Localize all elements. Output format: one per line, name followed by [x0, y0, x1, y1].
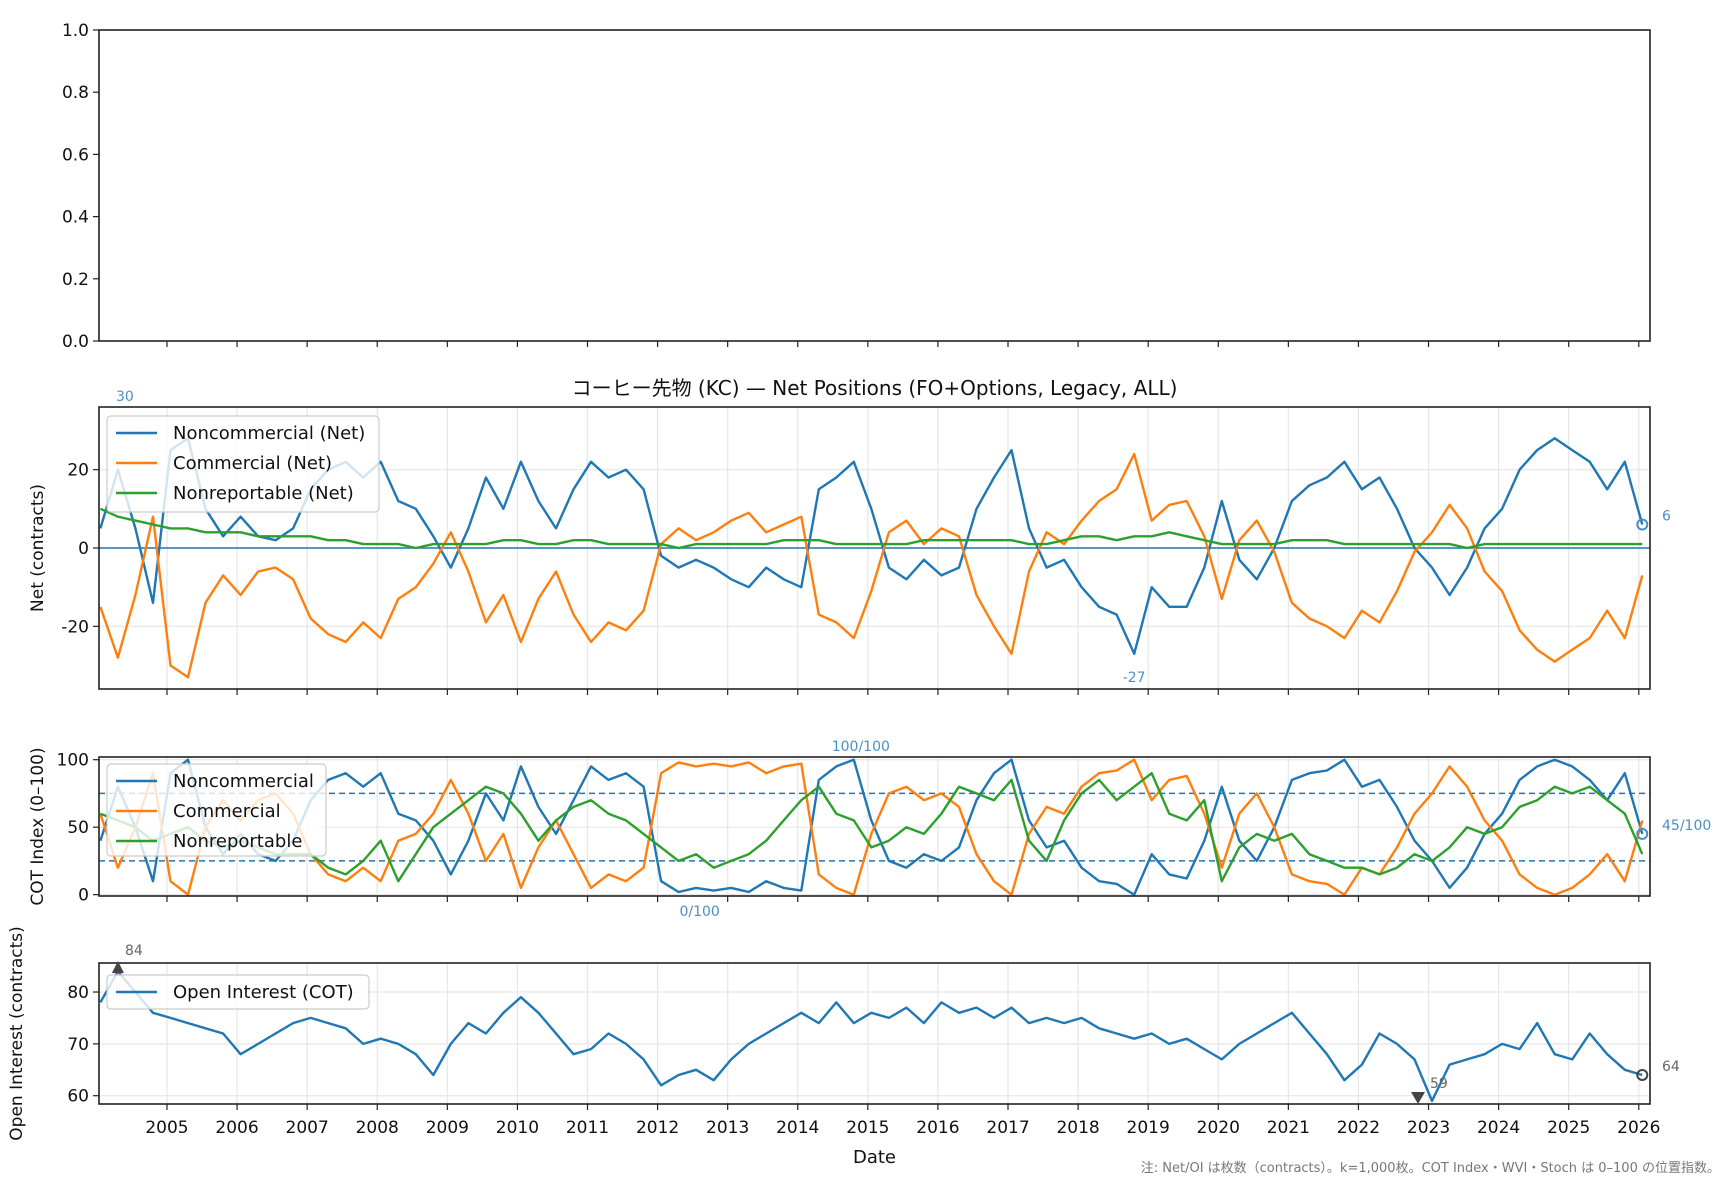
x-tick-label: 2010	[496, 1118, 539, 1138]
x-tick-label: 2011	[566, 1118, 609, 1138]
x-tick-label: 2019	[1127, 1118, 1170, 1138]
series-line-open-interest-cot-	[99, 970, 1643, 1103]
y-tick-label: -20	[61, 617, 89, 637]
footnote: 注: Net/OI は枚数（contracts）。k=1,000枚。COT In…	[1141, 1161, 1720, 1176]
y-tick-label: 0.2	[62, 270, 89, 290]
series-line-commercial-net-	[99, 452, 1644, 679]
annotation-label: -27	[1123, 670, 1146, 686]
panel-cot: 0 50 100 COT Index (0–100) 100/100 0/100 45/10…	[28, 739, 1711, 920]
x-tick-label: 2018	[1056, 1118, 1099, 1138]
x-tick-label: 2023	[1407, 1118, 1450, 1138]
y-tick-label: 0	[78, 539, 89, 559]
legend: Open Interest (COT)	[106, 974, 370, 1010]
x-tick-label: 2009	[426, 1118, 469, 1138]
annotation-label: 30	[116, 389, 134, 405]
legend-label: Open Interest (COT)	[173, 982, 354, 1003]
axes-frame	[98, 29, 1651, 342]
annotation-label: 59	[1430, 1076, 1448, 1092]
y-axis-label: Net (contracts)	[28, 484, 48, 612]
max-marker	[111, 961, 124, 973]
x-tick-label: 2020	[1197, 1118, 1240, 1138]
annotation-label: 100/100	[832, 739, 890, 755]
legend-box	[106, 974, 370, 1010]
x-tick-label: 2007	[286, 1118, 329, 1138]
y-axis-label: Open Interest (contracts)	[7, 926, 27, 1140]
series-line-nonreportable	[99, 772, 1644, 883]
y-tick-label: 100	[57, 751, 89, 771]
x-tick-label: 2025	[1547, 1118, 1590, 1138]
legend-box	[106, 415, 380, 513]
y-tick-label: 20	[67, 461, 89, 481]
x-tick-label: 2017	[986, 1118, 1029, 1138]
series-line-noncommercial	[99, 758, 1644, 896]
axes-frame	[98, 406, 1651, 690]
legend-box	[106, 763, 327, 857]
y-tick-label: 0.4	[62, 208, 89, 228]
min-marker	[1411, 1092, 1426, 1104]
x-tick-label: 2013	[706, 1118, 749, 1138]
last-value-marker	[1636, 1068, 1649, 1081]
panel-oi: 2005 2006 2007 2008 2009 2010 2011 2012 2013 2014…	[7, 926, 1680, 1140]
y-tick-label: 1.0	[62, 21, 89, 41]
legend-label: Nonreportable (Net)	[173, 483, 354, 504]
axes-frame	[98, 756, 1651, 897]
legend-label: Noncommercial (Net)	[173, 423, 365, 444]
y-tick-label: 50	[67, 818, 89, 838]
annotation-label: 64	[1662, 1059, 1680, 1075]
legend-label: Noncommercial	[173, 771, 314, 792]
y-tick-label: 80	[67, 983, 89, 1003]
legend: Noncommercial (Net) Commercial (Net) Nonre…	[106, 415, 380, 513]
x-axis-label: Date	[853, 1147, 896, 1168]
panel-empty: 0.0 0.2 0.4 0.6 0.8 1.0	[62, 21, 1651, 352]
x-tick-label: 2026	[1617, 1118, 1660, 1138]
legend: Noncommercial Commercial Nonreportable	[106, 763, 327, 857]
annotation-label: 45/100	[1662, 818, 1711, 834]
y-tick-label: 0	[78, 886, 89, 906]
x-tick-label: 2022	[1337, 1118, 1380, 1138]
legend-label: Commercial (Net)	[173, 453, 332, 474]
x-tick-label: 2024	[1477, 1118, 1520, 1138]
x-tick-label: 2015	[846, 1118, 889, 1138]
x-tick-label: 2006	[215, 1118, 258, 1138]
y-axis-label: COT Index (0–100)	[28, 747, 48, 905]
axes-frame	[98, 962, 1651, 1105]
annotation-label: 6	[1662, 509, 1671, 525]
y-tick-label: 70	[67, 1035, 89, 1055]
x-tick-label: 2016	[916, 1118, 959, 1138]
y-tick-label: 0.8	[62, 83, 89, 103]
series-line-nonreportable-net-	[99, 507, 1643, 550]
last-value-marker	[1636, 518, 1649, 531]
legend-label: Commercial	[173, 801, 281, 822]
y-tick-label: 0.0	[62, 332, 89, 352]
x-tick-label: 2014	[776, 1118, 819, 1138]
y-tick-label: 0.6	[62, 145, 89, 165]
legend-label: Nonreportable	[173, 831, 302, 852]
series-line-commercial	[99, 758, 1644, 896]
panel-net: -20 0 20 コーヒー先物 (KC) — Net Positions (FO+Op…	[28, 376, 1671, 695]
y-tick-label: 60	[67, 1087, 89, 1107]
x-tick-label: 2005	[145, 1118, 188, 1138]
annotation-label: 84	[125, 943, 143, 959]
annotation-label: 0/100	[679, 904, 719, 920]
x-tick-label: 2008	[356, 1118, 399, 1138]
x-tick-label: 2021	[1267, 1118, 1310, 1138]
last-value-marker	[1636, 827, 1649, 840]
x-tick-label: 2012	[636, 1118, 679, 1138]
panel-title: コーヒー先物 (KC) — Net Positions (FO+Options,…	[572, 376, 1178, 400]
